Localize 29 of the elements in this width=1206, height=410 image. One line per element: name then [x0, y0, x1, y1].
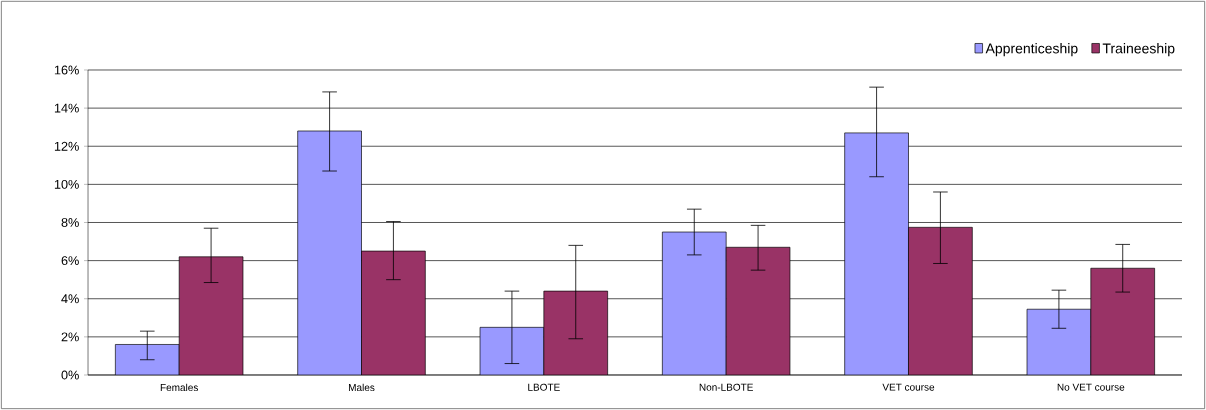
bar — [297, 130, 362, 375]
x-tick-label: Females — [160, 383, 198, 392]
legend-label: Traineeship — [1102, 43, 1175, 57]
y-tick-label: 10% — [54, 179, 79, 189]
bar — [725, 246, 791, 375]
bar — [178, 256, 244, 375]
bar — [479, 326, 545, 375]
bar — [543, 290, 608, 375]
x-tick-label: Males — [348, 383, 375, 392]
bar — [662, 231, 727, 375]
bar — [908, 226, 973, 375]
x-tick-label: VET course — [882, 383, 935, 391]
x-tick-label: LBOTE — [528, 383, 560, 391]
y-tick-label: 16% — [54, 65, 79, 75]
y-tick-label: 14% — [54, 103, 79, 113]
y-tick-label: 0% — [61, 370, 79, 380]
legend-label: Apprenticeship — [985, 43, 1078, 57]
bar — [1026, 308, 1092, 375]
y-tick-label: 6% — [61, 256, 79, 266]
bar — [361, 250, 426, 375]
x-tick-label: No VET course — [1057, 383, 1125, 391]
x-tick-label: Non-LBOTE — [699, 383, 753, 391]
y-tick-label: 4% — [61, 294, 79, 304]
y-tick-label: 12% — [54, 141, 79, 151]
bar — [1090, 267, 1155, 375]
bar — [844, 132, 909, 375]
y-tick-label: 2% — [61, 332, 79, 342]
y-tick-label: 8% — [61, 218, 79, 227]
bar — [115, 344, 180, 375]
